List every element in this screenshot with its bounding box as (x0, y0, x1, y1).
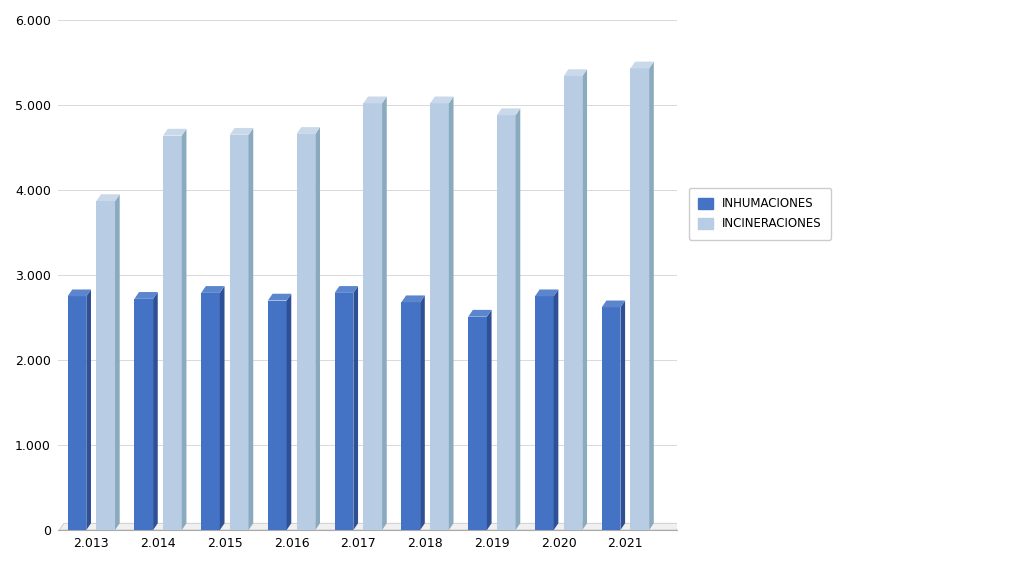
Polygon shape (315, 127, 320, 530)
Polygon shape (182, 129, 186, 530)
Polygon shape (96, 201, 115, 530)
Polygon shape (535, 289, 558, 296)
Polygon shape (115, 194, 120, 530)
Polygon shape (134, 299, 153, 530)
Polygon shape (430, 103, 449, 530)
Polygon shape (631, 62, 653, 68)
Polygon shape (59, 523, 680, 530)
Polygon shape (497, 115, 516, 530)
Polygon shape (67, 289, 91, 296)
Polygon shape (420, 295, 425, 530)
Polygon shape (268, 301, 286, 530)
Polygon shape (163, 136, 182, 530)
Polygon shape (86, 289, 91, 530)
Polygon shape (564, 69, 587, 76)
Polygon shape (248, 128, 253, 530)
Polygon shape (363, 103, 383, 530)
Polygon shape (67, 296, 86, 530)
Polygon shape (468, 316, 487, 530)
Polygon shape (230, 135, 248, 530)
Legend: INHUMACIONES, INCINERACIONES: INHUMACIONES, INCINERACIONES (689, 188, 831, 240)
Polygon shape (535, 296, 553, 530)
Polygon shape (268, 294, 292, 301)
Polygon shape (602, 307, 620, 530)
Polygon shape (497, 108, 520, 115)
Polygon shape (430, 97, 454, 103)
Polygon shape (286, 294, 292, 530)
Polygon shape (297, 134, 315, 530)
Polygon shape (564, 76, 582, 530)
Polygon shape (335, 286, 358, 293)
Polygon shape (449, 97, 454, 530)
Polygon shape (649, 62, 653, 530)
Polygon shape (335, 293, 354, 530)
Polygon shape (468, 310, 491, 316)
Polygon shape (582, 69, 587, 530)
Polygon shape (620, 301, 626, 530)
Polygon shape (202, 293, 220, 530)
Polygon shape (516, 108, 520, 530)
Polygon shape (602, 301, 626, 307)
Polygon shape (401, 302, 420, 530)
Polygon shape (383, 97, 387, 530)
Polygon shape (230, 128, 253, 135)
Polygon shape (163, 129, 186, 136)
Polygon shape (134, 292, 158, 299)
Polygon shape (297, 127, 320, 134)
Polygon shape (363, 97, 387, 103)
Polygon shape (631, 68, 649, 530)
Polygon shape (553, 289, 558, 530)
Polygon shape (354, 286, 358, 530)
Polygon shape (487, 310, 491, 530)
Polygon shape (401, 295, 425, 302)
Polygon shape (220, 286, 224, 530)
Polygon shape (202, 286, 224, 293)
Polygon shape (153, 292, 158, 530)
Polygon shape (96, 194, 120, 201)
